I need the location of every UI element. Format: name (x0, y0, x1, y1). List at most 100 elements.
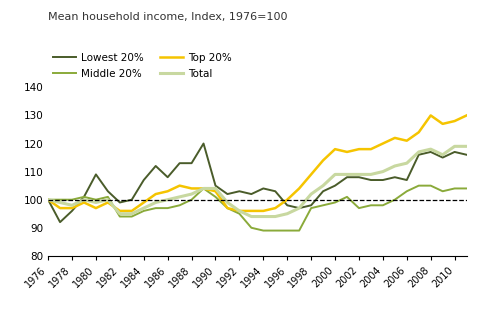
Middle 20% (45, 198, 51, 202)
Lowest 20% (451, 150, 456, 154)
Top 20% (403, 139, 409, 143)
Lowest 20% (236, 189, 242, 193)
Total (260, 215, 265, 218)
Total (117, 212, 122, 216)
Lowest 20% (93, 173, 98, 176)
Lowest 20% (403, 178, 409, 182)
Lowest 20% (69, 209, 75, 213)
Total (451, 144, 456, 148)
Middle 20% (308, 206, 313, 210)
Top 20% (188, 187, 194, 190)
Middle 20% (129, 215, 134, 218)
Lowest 20% (176, 161, 182, 165)
Top 20% (284, 198, 289, 202)
Top 20% (355, 147, 361, 151)
Lowest 20% (57, 220, 63, 224)
Lowest 20% (224, 192, 230, 196)
Top 20% (308, 173, 313, 176)
Middle 20% (403, 189, 409, 193)
Lowest 20% (45, 198, 51, 202)
Lowest 20% (260, 187, 265, 190)
Top 20% (176, 184, 182, 188)
Total (69, 203, 75, 207)
Total (308, 192, 313, 196)
Total (343, 173, 349, 176)
Total (248, 215, 254, 218)
Lowest 20% (463, 153, 468, 157)
Middle 20% (272, 229, 277, 232)
Top 20% (415, 130, 421, 134)
Total (200, 187, 206, 190)
Lowest 20% (427, 150, 432, 154)
Top 20% (367, 147, 373, 151)
Middle 20% (200, 187, 206, 190)
Middle 20% (451, 187, 456, 190)
Lowest 20% (248, 192, 254, 196)
Top 20% (153, 192, 158, 196)
Top 20% (81, 201, 87, 204)
Top 20% (332, 147, 337, 151)
Lowest 20% (343, 175, 349, 179)
Total (224, 201, 230, 204)
Middle 20% (69, 198, 75, 202)
Lowest 20% (355, 175, 361, 179)
Lowest 20% (105, 189, 110, 193)
Total (439, 153, 444, 157)
Middle 20% (343, 195, 349, 199)
Middle 20% (391, 198, 397, 202)
Total (379, 170, 385, 173)
Lowest 20% (117, 201, 122, 204)
Middle 20% (212, 195, 218, 199)
Middle 20% (439, 189, 444, 193)
Total (105, 198, 110, 202)
Lowest 20% (320, 189, 325, 193)
Top 20% (320, 158, 325, 162)
Line: Top 20%: Top 20% (48, 115, 466, 211)
Top 20% (248, 209, 254, 213)
Top 20% (439, 122, 444, 126)
Middle 20% (105, 195, 110, 199)
Top 20% (57, 206, 63, 210)
Total (391, 164, 397, 168)
Total (463, 144, 468, 148)
Total (236, 209, 242, 213)
Lowest 20% (367, 178, 373, 182)
Top 20% (117, 209, 122, 213)
Text: Mean household income, Index, 1976=100: Mean household income, Index, 1976=100 (48, 12, 287, 22)
Line: Middle 20%: Middle 20% (48, 186, 466, 231)
Top 20% (451, 119, 456, 123)
Lowest 20% (439, 156, 444, 159)
Total (296, 206, 301, 210)
Top 20% (45, 198, 51, 202)
Top 20% (463, 114, 468, 117)
Total (332, 173, 337, 176)
Middle 20% (153, 206, 158, 210)
Top 20% (296, 187, 301, 190)
Lowest 20% (391, 175, 397, 179)
Middle 20% (176, 203, 182, 207)
Total (188, 192, 194, 196)
Total (153, 201, 158, 204)
Lowest 20% (188, 161, 194, 165)
Middle 20% (188, 198, 194, 202)
Total (403, 161, 409, 165)
Total (212, 187, 218, 190)
Lowest 20% (200, 142, 206, 145)
Top 20% (105, 201, 110, 204)
Total (45, 198, 51, 202)
Top 20% (427, 114, 432, 117)
Middle 20% (367, 203, 373, 207)
Lowest 20% (212, 184, 218, 188)
Top 20% (272, 206, 277, 210)
Total (427, 147, 432, 151)
Middle 20% (248, 226, 254, 230)
Lowest 20% (272, 189, 277, 193)
Middle 20% (415, 184, 421, 188)
Top 20% (69, 206, 75, 210)
Middle 20% (165, 206, 170, 210)
Top 20% (200, 187, 206, 190)
Top 20% (141, 201, 146, 204)
Lowest 20% (284, 203, 289, 207)
Top 20% (224, 206, 230, 210)
Middle 20% (260, 229, 265, 232)
